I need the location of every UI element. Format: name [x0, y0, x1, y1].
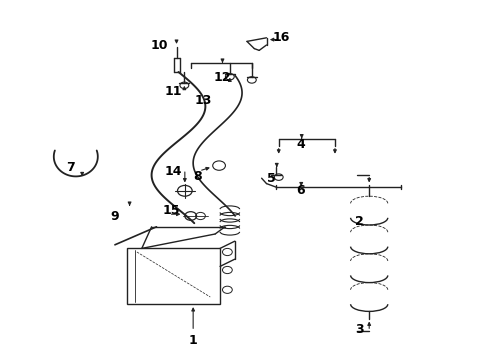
Text: 12: 12: [213, 71, 231, 84]
Text: 3: 3: [354, 323, 363, 336]
Text: 9: 9: [110, 210, 119, 222]
Text: 5: 5: [266, 172, 275, 185]
Text: 1: 1: [188, 334, 197, 347]
Text: 7: 7: [66, 161, 75, 174]
Text: 10: 10: [150, 39, 167, 51]
Text: 16: 16: [272, 31, 289, 44]
Text: 2: 2: [354, 215, 363, 228]
Text: 6: 6: [296, 184, 305, 197]
Text: 13: 13: [194, 94, 211, 107]
Text: 8: 8: [193, 170, 202, 183]
Bar: [127, 248, 220, 304]
Text: 4: 4: [296, 138, 305, 150]
Text: 14: 14: [164, 165, 182, 177]
Text: 15: 15: [162, 204, 180, 217]
Text: 11: 11: [164, 85, 182, 98]
